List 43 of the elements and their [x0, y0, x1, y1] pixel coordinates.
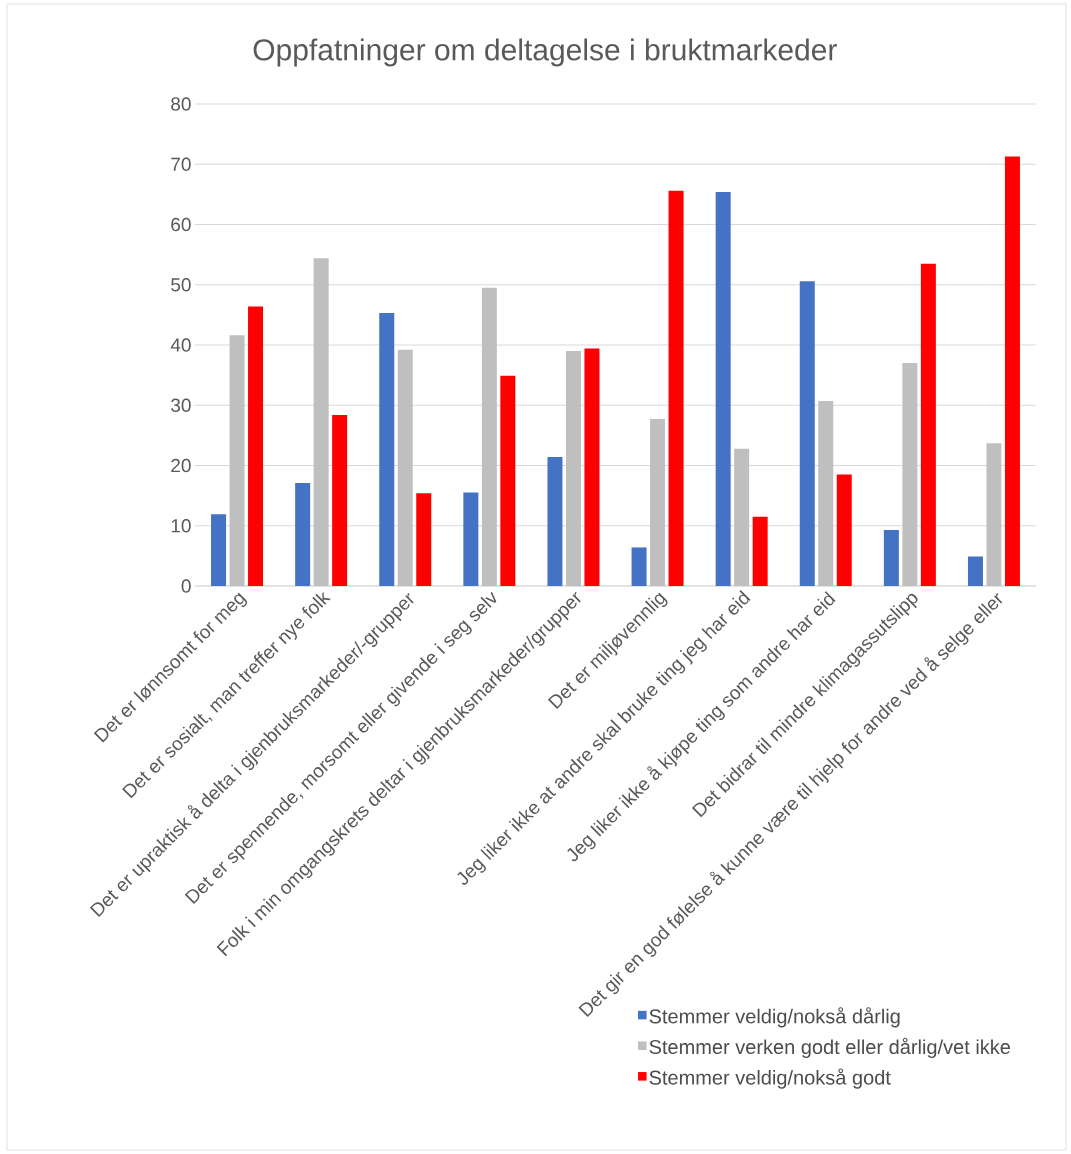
- bar: [463, 492, 479, 586]
- bar: [481, 287, 497, 586]
- legend-label: Stemmer veldig/nokså godt: [649, 1068, 891, 1089]
- y-tick-label: 80: [171, 97, 191, 111]
- bar: [799, 281, 815, 586]
- bar: [1004, 156, 1020, 586]
- bar: [920, 263, 936, 586]
- chart-title: Oppfatninger om deltagelse i bruktmarkeder: [253, 38, 837, 67]
- bar: [565, 351, 581, 586]
- bar: [631, 547, 647, 586]
- bar: [986, 443, 1002, 586]
- bar: [650, 419, 666, 586]
- bar: [883, 529, 899, 586]
- y-tick-label: 40: [170, 338, 191, 352]
- legend-label: Stemmer verken godt eller dårlig/vet ikke: [649, 1037, 1011, 1059]
- bar: [584, 348, 600, 586]
- bar: [967, 556, 983, 586]
- y-tick-label: 70: [171, 157, 191, 171]
- legend-label: Stemmer veldig/nokså dårlig: [649, 1007, 900, 1028]
- bar: [902, 363, 918, 586]
- y-tick-label: 0: [181, 579, 191, 593]
- bar: [715, 191, 731, 586]
- bar: [379, 313, 395, 586]
- bar: [248, 306, 264, 586]
- bar: [500, 375, 516, 586]
- bar: [547, 457, 563, 586]
- bar: [313, 258, 329, 586]
- bar: [668, 190, 684, 586]
- y-tick-label: 10: [171, 519, 191, 533]
- bar: [211, 514, 227, 586]
- bar: [416, 493, 432, 586]
- y-tick-label: 50: [171, 278, 191, 292]
- y-tick-label: 30: [171, 398, 191, 412]
- bar: [836, 474, 852, 586]
- bar: [752, 516, 768, 586]
- bar: [818, 401, 834, 586]
- bar: [295, 482, 311, 586]
- bar: [332, 414, 348, 586]
- bar: [734, 448, 750, 586]
- bar: [397, 349, 413, 586]
- y-tick-label: 20: [171, 458, 191, 473]
- bar: [229, 335, 245, 586]
- y-tick-label: 60: [171, 217, 191, 232]
